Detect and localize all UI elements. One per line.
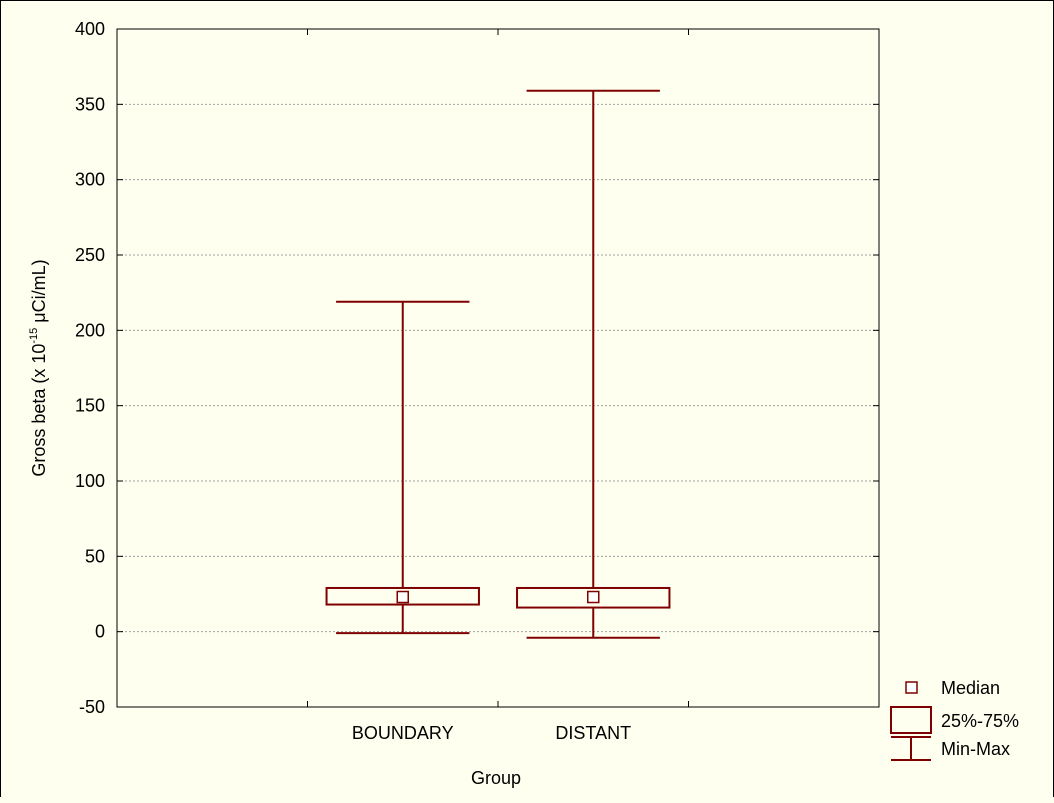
legend-label-whisker: Min-Max xyxy=(941,739,1010,759)
y-tick-label: 0 xyxy=(95,622,105,642)
x-tick-label: DISTANT xyxy=(555,723,631,743)
y-tick-label: 200 xyxy=(75,320,105,340)
y-tick-label: -50 xyxy=(79,697,105,717)
y-tick-label: 100 xyxy=(75,471,105,491)
y-tick-label: 250 xyxy=(75,245,105,265)
x-axis-label: Group xyxy=(471,768,521,788)
plot-area xyxy=(116,28,880,708)
median-marker xyxy=(396,590,409,604)
box-group xyxy=(325,300,480,635)
y-axis-label: Gross beta (x 10-15 μCi/mL) xyxy=(28,259,49,476)
y-tick-label: 350 xyxy=(75,94,105,114)
legend: Median 25%-75% Min-Max xyxy=(890,678,1019,761)
grid-lines xyxy=(117,103,879,633)
y-axis: -50 0 50 100 150 200 250 300 350 400 xyxy=(75,19,879,717)
y-axis-label-main: Gross beta (x 10 xyxy=(29,344,49,477)
median-marker xyxy=(587,590,600,604)
box-group xyxy=(516,89,671,639)
legend-box-symbol xyxy=(890,706,932,734)
legend-label-median: Median xyxy=(941,678,1000,698)
legend-median-marker xyxy=(905,681,918,694)
y-tick-label: 50 xyxy=(85,546,105,566)
x-tick-label: BOUNDARY xyxy=(352,723,454,743)
box-series xyxy=(325,89,671,639)
y-axis-label-unit: μCi/mL) xyxy=(29,259,49,327)
y-tick-label: 300 xyxy=(75,170,105,190)
y-axis-label-exponent: -15 xyxy=(28,328,40,344)
y-tick-label: 150 xyxy=(75,396,105,416)
legend-label-box: 25%-75% xyxy=(941,711,1019,731)
x-axis: BOUNDARY DISTANT xyxy=(307,29,689,743)
y-tick-label: 400 xyxy=(75,19,105,39)
